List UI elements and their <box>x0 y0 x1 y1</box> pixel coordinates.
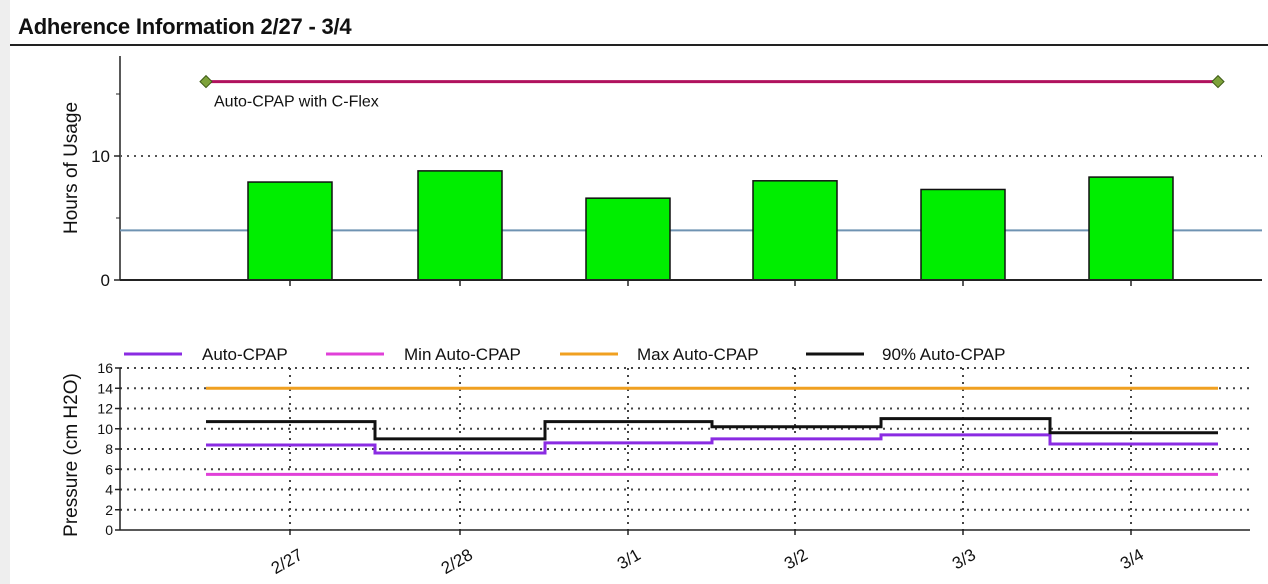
legend-label-max-auto-cpap: Max Auto-CPAP <box>637 345 759 364</box>
usage-bar-3-4 <box>1088 176 1174 281</box>
left-margin-strip <box>0 0 10 584</box>
x-tick-label-3-4: 3/4 <box>1117 545 1147 573</box>
usage-bar-3-3 <box>920 188 1006 281</box>
pressure-y-tick-label: 4 <box>105 482 113 498</box>
mode-start-marker <box>199 74 213 89</box>
x-tick-label-2-27: 2/27 <box>268 545 306 578</box>
p90-auto-cpap-line <box>206 417 1218 441</box>
pressure-y-tick-label: 2 <box>105 502 113 518</box>
mode-end-marker <box>1211 74 1225 89</box>
pressure-y-tick-label: 12 <box>97 401 113 417</box>
usage-y-tick-label: 10 <box>91 147 110 166</box>
usage-bar-3-2 <box>752 180 838 281</box>
therapy-mode-label: Auto-CPAP with C-Flex <box>214 94 379 111</box>
usage-bar-2-28 <box>417 170 503 281</box>
pressure-y-tick-label: 8 <box>105 441 113 457</box>
legend-label-min-auto-cpap: Min Auto-CPAP <box>404 345 521 364</box>
auto-cpap-line <box>206 433 1218 455</box>
x-tick-label-3-2: 3/2 <box>781 545 811 573</box>
pressure-y-tick-label: 14 <box>97 380 113 396</box>
x-tick-label-3-1: 3/1 <box>614 545 644 573</box>
chart-title: Adherence Information 2/27 - 3/4 <box>18 14 352 39</box>
pressure-y-axis-label: Pressure (cm H2O) <box>61 373 82 537</box>
x-tick-label-3-3: 3/3 <box>949 545 979 573</box>
title-underline <box>10 44 1268 46</box>
usage-bar-2-27 <box>247 181 333 281</box>
pressure-y-tick-label: 10 <box>97 421 113 437</box>
legend-label-p90-auto-cpap: 90% Auto-CPAP <box>882 345 1005 364</box>
legend-label-auto-cpap: Auto-CPAP <box>202 345 288 364</box>
usage-y-axis-label: Hours of Usage <box>61 102 82 234</box>
pressure-y-tick-label: 16 <box>97 360 113 376</box>
pressure-y-tick-label: 0 <box>105 522 113 538</box>
x-tick-label-2-28: 2/28 <box>438 545 476 578</box>
usage-y-tick-label: 0 <box>101 271 110 290</box>
usage-bar-3-1 <box>585 197 671 281</box>
pressure-y-tick-label: 6 <box>105 461 113 477</box>
